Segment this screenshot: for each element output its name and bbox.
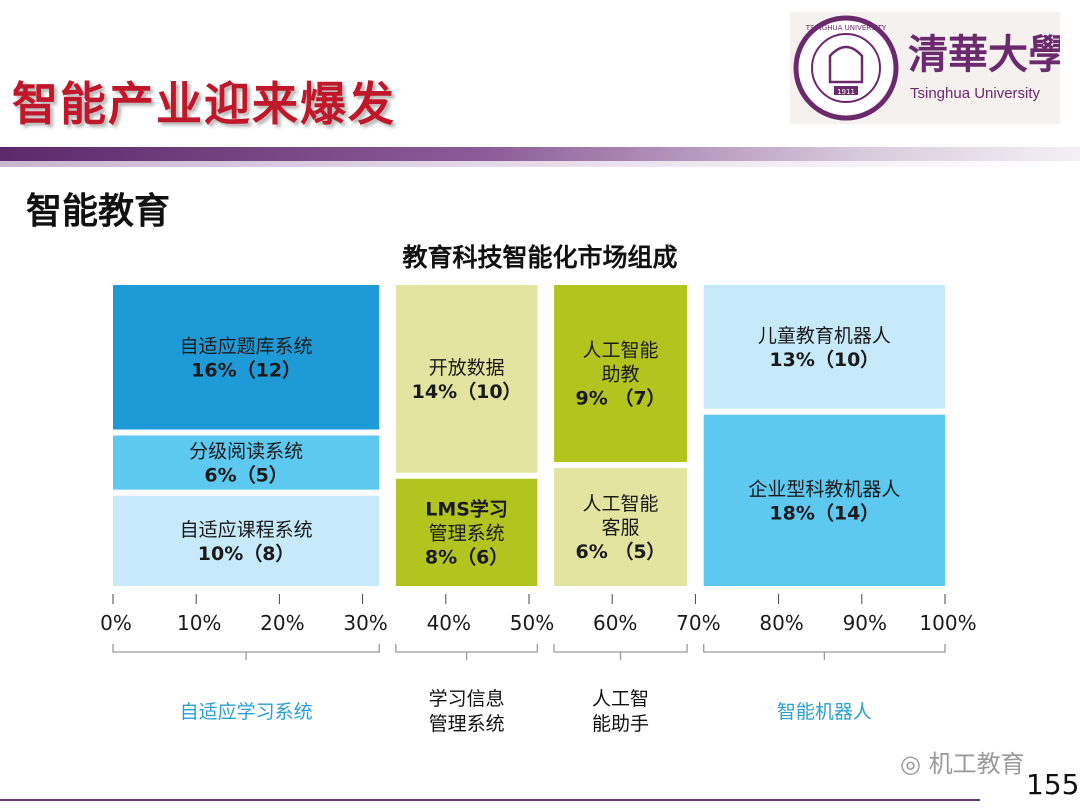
group-label-2-line1: 人工智 bbox=[592, 688, 649, 710]
cell-1-0 bbox=[395, 285, 538, 473]
group-label-0-line1: 自适应学习系统 bbox=[180, 701, 313, 723]
group-bracket-2 bbox=[553, 644, 688, 660]
cell-3-0 bbox=[703, 285, 945, 409]
watermark: ◎ 机工教育 bbox=[900, 744, 1025, 779]
tick-label-9: 90% bbox=[843, 611, 887, 635]
group-label-1-line2: 管理系统 bbox=[429, 713, 505, 735]
cell-label-0-2-line2: 10%（8） bbox=[198, 542, 295, 565]
cell-label-0-0-line1: 自适应题库系统 bbox=[180, 335, 313, 357]
seal-text: TSINGHUA UNIVERSITY bbox=[805, 24, 887, 32]
cell-0-0 bbox=[113, 285, 380, 430]
cell-0-2 bbox=[113, 495, 380, 586]
tick-label-7: 70% bbox=[676, 611, 720, 635]
watermark-text: 机工教育 bbox=[928, 750, 1025, 778]
tick-label-2: 20% bbox=[260, 611, 304, 635]
tick-label-10: 100% bbox=[919, 611, 976, 635]
group-label-3-line1: 智能机器人 bbox=[777, 701, 872, 723]
tick-label-6: 60% bbox=[593, 611, 637, 635]
group-bracket-1 bbox=[395, 644, 538, 660]
cell-label-0-0-line2: 16%（12） bbox=[191, 358, 301, 381]
cell-label-3-0-line2: 13%（10） bbox=[769, 348, 879, 371]
logo-chinese-name: 清華大學 bbox=[908, 31, 1060, 78]
tick-label-1: 10% bbox=[177, 611, 221, 635]
section-heading: 智能教育 bbox=[26, 191, 171, 232]
cell-1-1 bbox=[395, 478, 538, 586]
cell-label-1-0-line2: 14%（10） bbox=[412, 380, 522, 403]
tick-label-5: 50% bbox=[510, 611, 554, 635]
cell-2-0 bbox=[553, 285, 688, 462]
title-divider-band bbox=[0, 147, 1080, 161]
cell-label-2-1-line2: 客服 bbox=[602, 517, 640, 539]
tick-label-8: 80% bbox=[759, 611, 803, 635]
cell-3-1 bbox=[703, 414, 945, 586]
cell-label-2-0-line2: 助教 bbox=[602, 364, 640, 386]
cell-label-3-1-line2: 18%（14） bbox=[769, 501, 879, 524]
group-bracket-3 bbox=[703, 644, 946, 660]
cell-label-0-2-line1: 自适应课程系统 bbox=[180, 519, 313, 541]
cell-label-1-1-line3: 8%（6） bbox=[425, 545, 508, 568]
cell-label-2-0-line3: 9% （7） bbox=[575, 387, 665, 410]
tick-label-4: 40% bbox=[427, 611, 471, 635]
seal-year: 1911 bbox=[837, 88, 855, 96]
cell-label-0-1-line1: 分级阅读系统 bbox=[189, 441, 303, 463]
tsinghua-logo-graphic: 1911 TSINGHUA UNIVERSITY 清華大學 Tsinghua U… bbox=[790, 12, 1068, 124]
cell-label-3-0-line1: 儿童教育机器人 bbox=[758, 325, 891, 347]
cell-label-0-1-line2: 6%（5） bbox=[204, 464, 287, 487]
tick-label-3: 30% bbox=[343, 611, 387, 635]
cell-label-1-1-line2: 管理系统 bbox=[429, 522, 505, 544]
cell-label-1-0-line1: 开放数据 bbox=[429, 357, 505, 379]
footer-line bbox=[0, 799, 980, 801]
logo-english-name: Tsinghua University bbox=[910, 85, 1041, 102]
chart-title: 教育科技智能化市场组成 bbox=[402, 243, 678, 272]
group-bracket-0 bbox=[112, 644, 380, 660]
tick-label-0: 0% bbox=[100, 611, 132, 635]
title-divider-shadow bbox=[0, 161, 1080, 167]
cell-label-2-1-line3: 6% （5） bbox=[575, 540, 665, 563]
group-label-2-line2: 能助手 bbox=[592, 713, 649, 735]
cell-label-3-1-line1: 企业型科教机器人 bbox=[748, 478, 900, 500]
cell-0-1 bbox=[113, 435, 380, 490]
wechat-icon: ◎ bbox=[900, 750, 929, 778]
cell-label-2-1-line1: 人工智能 bbox=[583, 493, 659, 515]
cell-label-2-0-line1: 人工智能 bbox=[583, 340, 659, 362]
page-number: 155 bbox=[1026, 768, 1080, 801]
cell-2-1 bbox=[553, 468, 688, 586]
tsinghua-logo: 1911 TSINGHUA UNIVERSITY 清華大學 Tsinghua U… bbox=[790, 12, 1068, 124]
cell-label-1-1-line1: LMS学习 bbox=[425, 497, 508, 520]
group-label-1-line1: 学习信息 bbox=[429, 688, 505, 710]
slide-title: 智能产业迎来爆发 bbox=[12, 77, 396, 131]
